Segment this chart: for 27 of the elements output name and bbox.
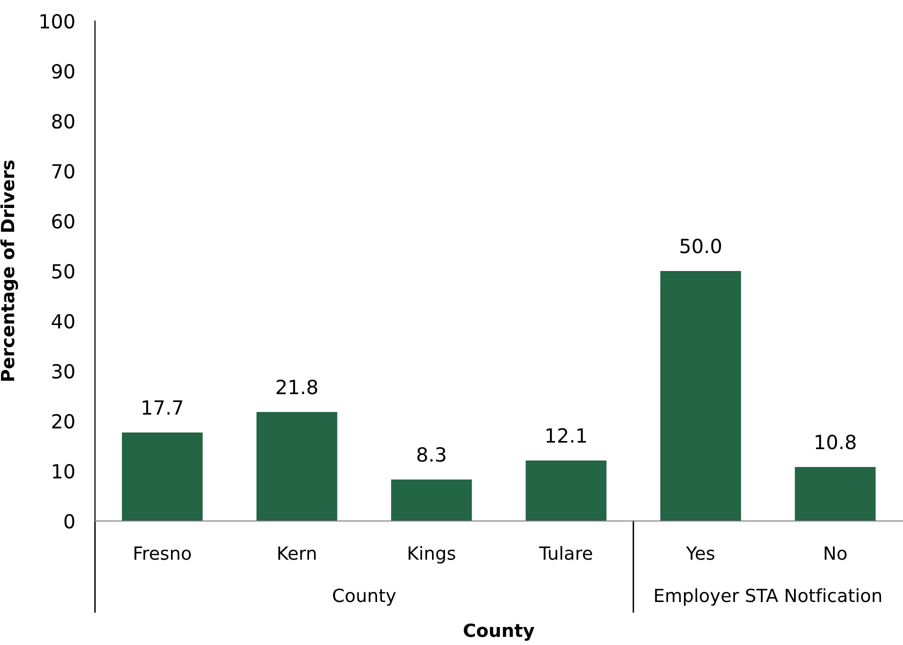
- data-label: 10.8: [816, 434, 856, 450]
- text: Employer STA Notfication: [655, 588, 882, 606]
- y-tick-label: 90: [52, 64, 74, 79]
- y-tick-label: 80: [52, 114, 74, 129]
- x-tick-label: Fresno: [134, 546, 191, 560]
- y-axis-title: Percentage of Drivers: [0, 160, 18, 381]
- x-tick-label: Tulare: [539, 546, 592, 560]
- y-tick-label: 30: [52, 364, 74, 379]
- data-label: 21.8: [276, 380, 318, 394]
- y-tick-label: 20: [52, 414, 74, 429]
- y-tick-label: 60: [52, 214, 74, 229]
- x-tick-label: No: [824, 546, 847, 560]
- y-tick-label: 10: [52, 464, 74, 479]
- y-tick-label: 0: [64, 514, 74, 529]
- x-axis-title: County: [464, 623, 534, 641]
- y-tick-label: 40: [52, 314, 74, 329]
- y-tick-label: 100: [40, 14, 74, 29]
- y-tick-label: 50: [52, 264, 74, 279]
- data-label: 17.7: [142, 400, 182, 415]
- y-tick-label: 70: [52, 164, 74, 179]
- x-tick-label: Yes: [686, 546, 714, 560]
- text: County: [333, 588, 396, 606]
- x-tick-label: Kings: [408, 546, 456, 564]
- data-label: 12.1: [546, 428, 586, 443]
- data-label: 8.3: [417, 447, 446, 462]
- data-label: 50.0: [680, 238, 722, 254]
- x-tick-label: Kern: [278, 546, 316, 560]
